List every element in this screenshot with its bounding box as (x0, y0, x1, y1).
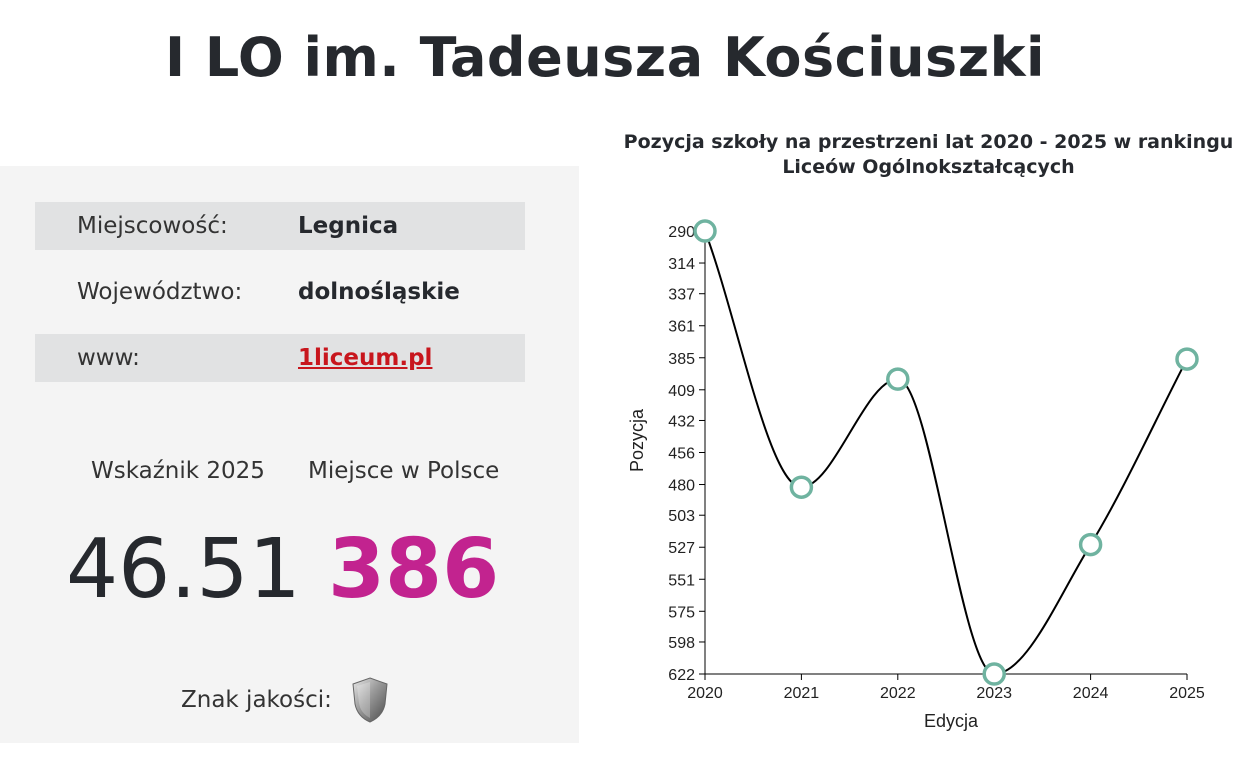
data-point-2022 (886, 367, 910, 391)
voivodeship-label: Województwo: (77, 279, 243, 305)
x-axis-label: Edycja (924, 711, 979, 731)
x-tick-label: 2024 (1073, 685, 1109, 702)
y-tick-label: 551 (668, 572, 695, 589)
y-tick-label: 480 (668, 478, 695, 495)
quality-label: Znak jakości: (181, 687, 332, 713)
voivodeship-value: dolnośląskie (298, 279, 460, 305)
y-tick-label: 575 (668, 604, 695, 621)
x-tick-label: 2021 (784, 685, 820, 702)
page-title: I LO im. Tadeusza Kościuszki (164, 26, 1046, 89)
www-label: www: (77, 345, 140, 371)
city-value: Legnica (298, 213, 399, 239)
rank-value: 386 (328, 522, 500, 617)
data-point-2025 (1175, 347, 1199, 371)
x-tick-label: 2025 (1169, 685, 1205, 702)
y-tick-label: 385 (668, 351, 695, 368)
y-tick-label: 622 (668, 667, 695, 684)
data-point-2021 (789, 475, 814, 499)
y-tick-label: 503 (668, 508, 695, 525)
x-tick-label: 2022 (880, 685, 916, 702)
y-tick-label: 409 (668, 383, 695, 400)
y-tick-label: 598 (668, 635, 695, 652)
school-info-panel: Miejscowość: Legnica Województwo: dolnoś… (0, 166, 579, 743)
x-tick-label: 2020 (687, 685, 723, 702)
y-tick-label: 456 (668, 446, 695, 463)
data-point-2020 (693, 219, 717, 243)
chart-svg: 290 314 337 361 385 409 432 456 480 503 527 551 575 5… (627, 219, 1205, 731)
chart-title: Pozycja szkoły na przestrzeni lat 2020 -… (620, 130, 1237, 180)
y-tick-label: 290 (668, 224, 695, 241)
ranking-chart: Pozycja szkoły na przestrzeni lat 2020 -… (600, 120, 1237, 760)
chart-title-line2: Liceów Ogólnokształcących (782, 156, 1075, 178)
city-label: Miejscowość: (77, 213, 228, 239)
y-tick-label: 527 (668, 540, 695, 557)
info-row-voivodeship: Województwo: dolnośląskie (35, 268, 525, 316)
shield-icon (350, 676, 390, 724)
index-label: Wskaźnik 2025 (91, 458, 265, 484)
y-tick-label: 432 (668, 413, 695, 430)
series-line (704, 230, 1188, 676)
data-point-2023 (982, 662, 1006, 686)
info-row-city: Miejscowość: Legnica (35, 202, 525, 250)
data-point-2024 (1078, 532, 1103, 557)
y-tick-label: 361 (668, 319, 695, 336)
website-link[interactable]: 1liceum.pl (298, 345, 433, 371)
x-tick-label: 2023 (976, 685, 1012, 702)
rank-label: Miejsce w Polsce (308, 458, 500, 484)
info-row-www: www: 1liceum.pl (35, 334, 525, 382)
quality-mark: Znak jakości: (181, 676, 390, 724)
chart-title-line1: Pozycja szkoły na przestrzeni lat 2020 -… (623, 131, 1234, 153)
y-axis-label: Pozycja (627, 408, 647, 472)
index-value: 46.51 (66, 522, 301, 617)
y-tick-label: 314 (668, 256, 695, 273)
y-tick-label: 337 (668, 287, 695, 304)
